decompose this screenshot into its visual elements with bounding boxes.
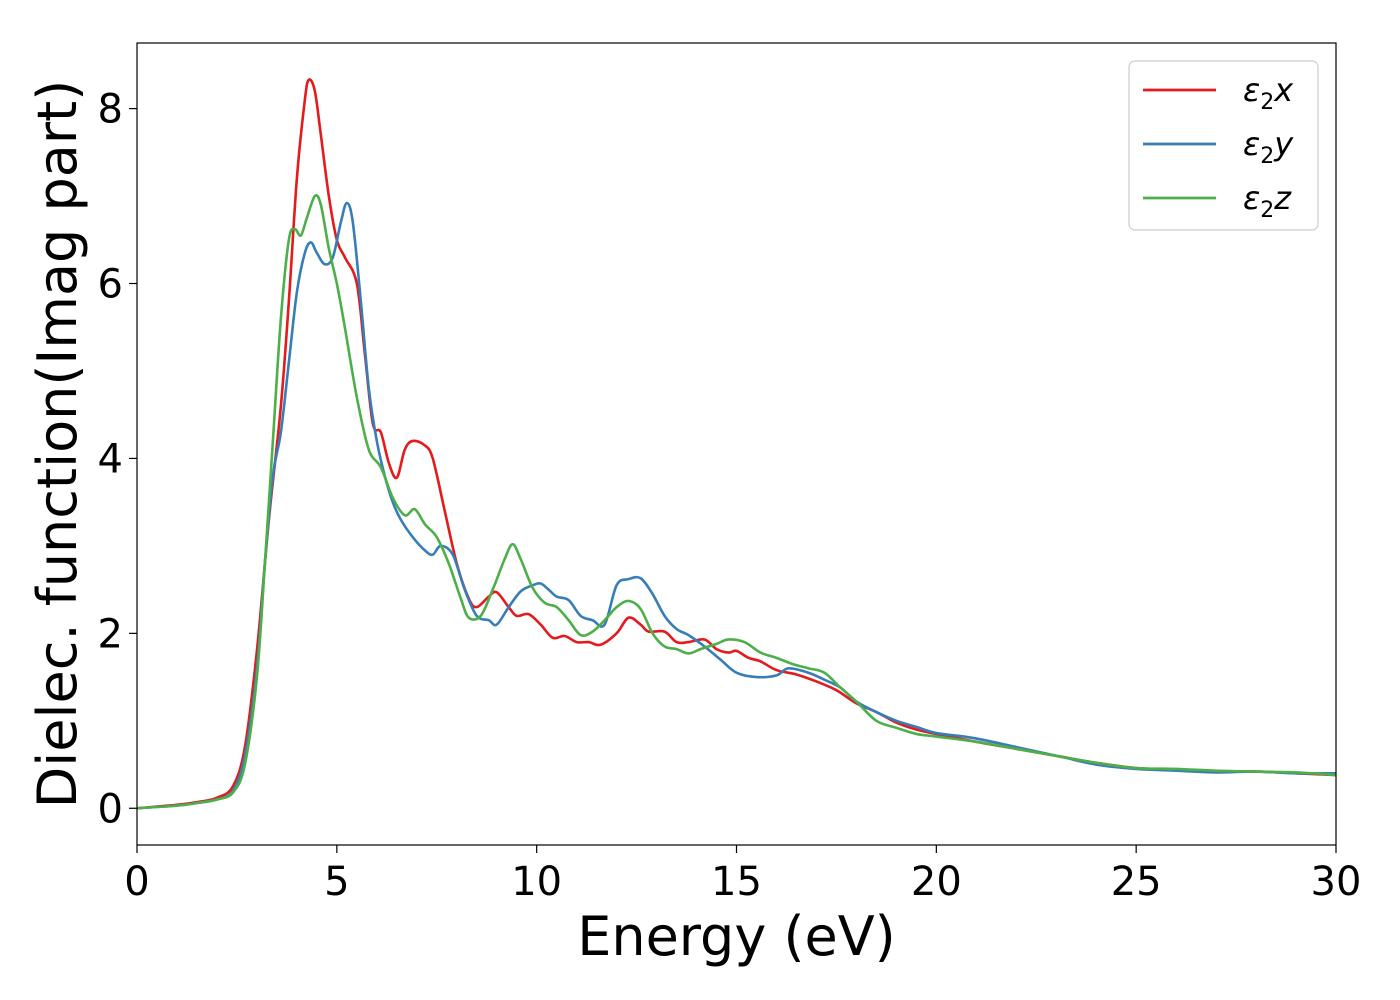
legend-box bbox=[1128, 60, 1319, 231]
y-tick-label: 0 bbox=[98, 786, 123, 832]
x-tick-label: 15 bbox=[711, 859, 762, 905]
x-axis-title: Energy (eV) bbox=[577, 905, 896, 968]
legend-label-2: ε2y bbox=[1243, 125, 1294, 169]
x-tick-label: 25 bbox=[1111, 859, 1162, 905]
legend-label-3: ε2z bbox=[1243, 179, 1292, 223]
y-tick-label: 8 bbox=[98, 87, 123, 133]
y-tick-label: 4 bbox=[98, 436, 123, 482]
y-axis: 0 2 4 6 8 bbox=[98, 87, 137, 832]
x-tick-label: 5 bbox=[324, 859, 349, 905]
x-tick-label: 30 bbox=[1311, 859, 1362, 905]
legend: ε2x ε2y ε2z bbox=[1128, 60, 1319, 231]
y-tick-label: 6 bbox=[98, 262, 123, 308]
series-line-2 bbox=[137, 201, 1336, 810]
y-tick-label: 2 bbox=[98, 611, 123, 657]
legend-label-1: ε2x bbox=[1243, 71, 1294, 115]
series-line-3 bbox=[137, 193, 1336, 810]
x-tick-label: 20 bbox=[911, 859, 962, 905]
x-tick-label: 10 bbox=[511, 859, 562, 905]
x-tick-label: 0 bbox=[124, 859, 149, 905]
y-axis-title: Dielec. function(Imag part) bbox=[26, 80, 89, 809]
series-layer bbox=[137, 78, 1336, 810]
x-axis: 0 5 10 15 20 25 30 bbox=[124, 845, 1361, 905]
